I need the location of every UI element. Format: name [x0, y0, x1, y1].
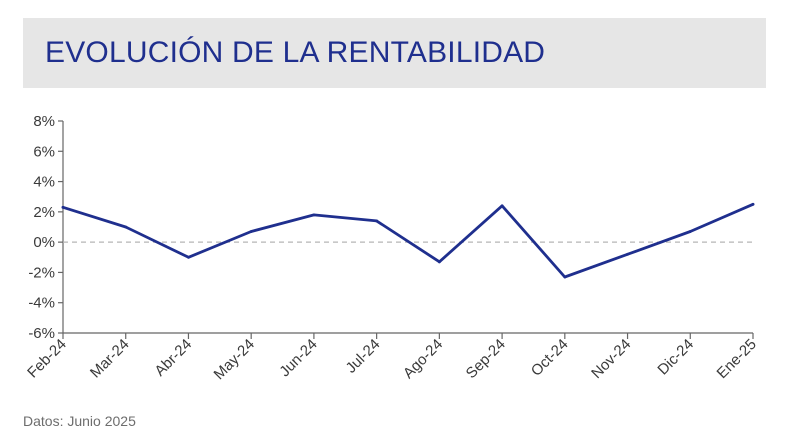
- y-tick-label: 2%: [33, 204, 55, 221]
- data-point: [500, 204, 504, 208]
- y-tick-label: 0%: [33, 234, 55, 251]
- series-line: [61, 202, 755, 279]
- x-tick-label: Dic-24: [654, 336, 697, 379]
- y-tick-label: 4%: [33, 174, 55, 191]
- data-point: [375, 219, 379, 223]
- x-tick-label: Nov-24: [588, 336, 634, 382]
- x-tick-label: Ago-24: [400, 336, 446, 382]
- title-bar: EVOLUCIÓN DE LA RENTABILIDAD: [23, 18, 766, 88]
- data-point: [751, 202, 755, 206]
- source-note: Datos: Junio 2025: [23, 413, 136, 429]
- data-point: [249, 230, 253, 233]
- x-tick-label: Sep-24: [463, 336, 509, 382]
- data-point: [563, 275, 567, 279]
- chart-title: EVOLUCIÓN DE LA RENTABILIDAD: [45, 36, 546, 69]
- x-tick-label: Abr-24: [151, 336, 195, 380]
- x-tick-label: May-24: [211, 336, 258, 383]
- data-point: [61, 205, 65, 209]
- x-tick-label: Ene-25: [714, 336, 760, 382]
- data-point: [187, 255, 190, 259]
- data-point: [124, 225, 128, 229]
- y-axis: 8% 6% 4% 2% 0% -2% -4% -6%: [28, 113, 64, 342]
- y-tick-label: -4%: [28, 295, 55, 312]
- x-tick-label: Mar-24: [87, 336, 133, 382]
- data-point: [688, 230, 692, 233]
- x-tick-label: Jun-24: [276, 336, 320, 380]
- x-axis: Feb-24 Mar-24 Abr-24 May-24 Jun-24 Jul-24 Ago-…: [24, 332, 760, 383]
- data-point: [626, 252, 629, 256]
- data-point: [437, 260, 441, 264]
- x-tick-label: Feb-24: [24, 336, 70, 382]
- y-tick-label: 6%: [33, 143, 55, 160]
- series-group: [61, 202, 755, 279]
- y-tick-label: 8%: [33, 113, 55, 130]
- data-point: [312, 213, 316, 217]
- x-tick-label: Oct-24: [528, 336, 572, 380]
- y-tick-label: -2%: [28, 264, 55, 281]
- x-tick-label: Jul-24: [343, 336, 384, 377]
- y-tick-label: -6%: [28, 325, 55, 342]
